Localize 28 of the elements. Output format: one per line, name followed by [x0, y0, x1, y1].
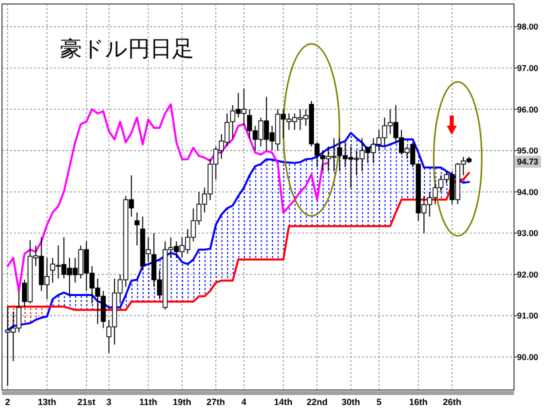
- x-tick-label: 16th: [409, 397, 428, 407]
- x-tick-label: 4: [241, 397, 246, 407]
- x-tick-label: 2: [5, 397, 10, 407]
- y-tick-label: 91.00: [517, 310, 539, 321]
- y-tick-label: 98.00: [517, 22, 539, 32]
- x-tick-label: 22nd: [306, 397, 328, 407]
- x-tick-label: 30th: [342, 397, 360, 407]
- x-tick-label: 14th: [274, 397, 293, 407]
- text: 豪ドル円日足: [60, 37, 194, 62]
- y-tick-label: 93.00: [517, 228, 539, 238]
- y-tick-label: 96.00: [517, 104, 539, 114]
- y-tick-label: 90.00: [517, 352, 539, 362]
- y-tick-label: 92.00: [517, 269, 539, 280]
- y-tick-label: 97.00: [517, 62, 539, 73]
- y-tick-label: 95.00: [517, 146, 539, 156]
- text: 94.73: [517, 156, 539, 167]
- x-tick-label: 11th: [139, 397, 158, 407]
- x-tick-label: 21st: [77, 397, 96, 407]
- x-tick-label: 26th: [442, 397, 462, 407]
- x-tick-label: 3: [106, 397, 112, 407]
- y-tick-label: 94.00: [517, 186, 539, 197]
- x-tick-label: 5: [376, 397, 382, 407]
- x-tick-label: 13th: [38, 397, 56, 407]
- x-tick-label: 27th: [206, 397, 226, 407]
- line-series: [6, 132, 470, 332]
- line-series: [6, 103, 330, 292]
- x-tick-label: 19th: [172, 397, 192, 407]
- candlestick: [134, 212, 140, 246]
